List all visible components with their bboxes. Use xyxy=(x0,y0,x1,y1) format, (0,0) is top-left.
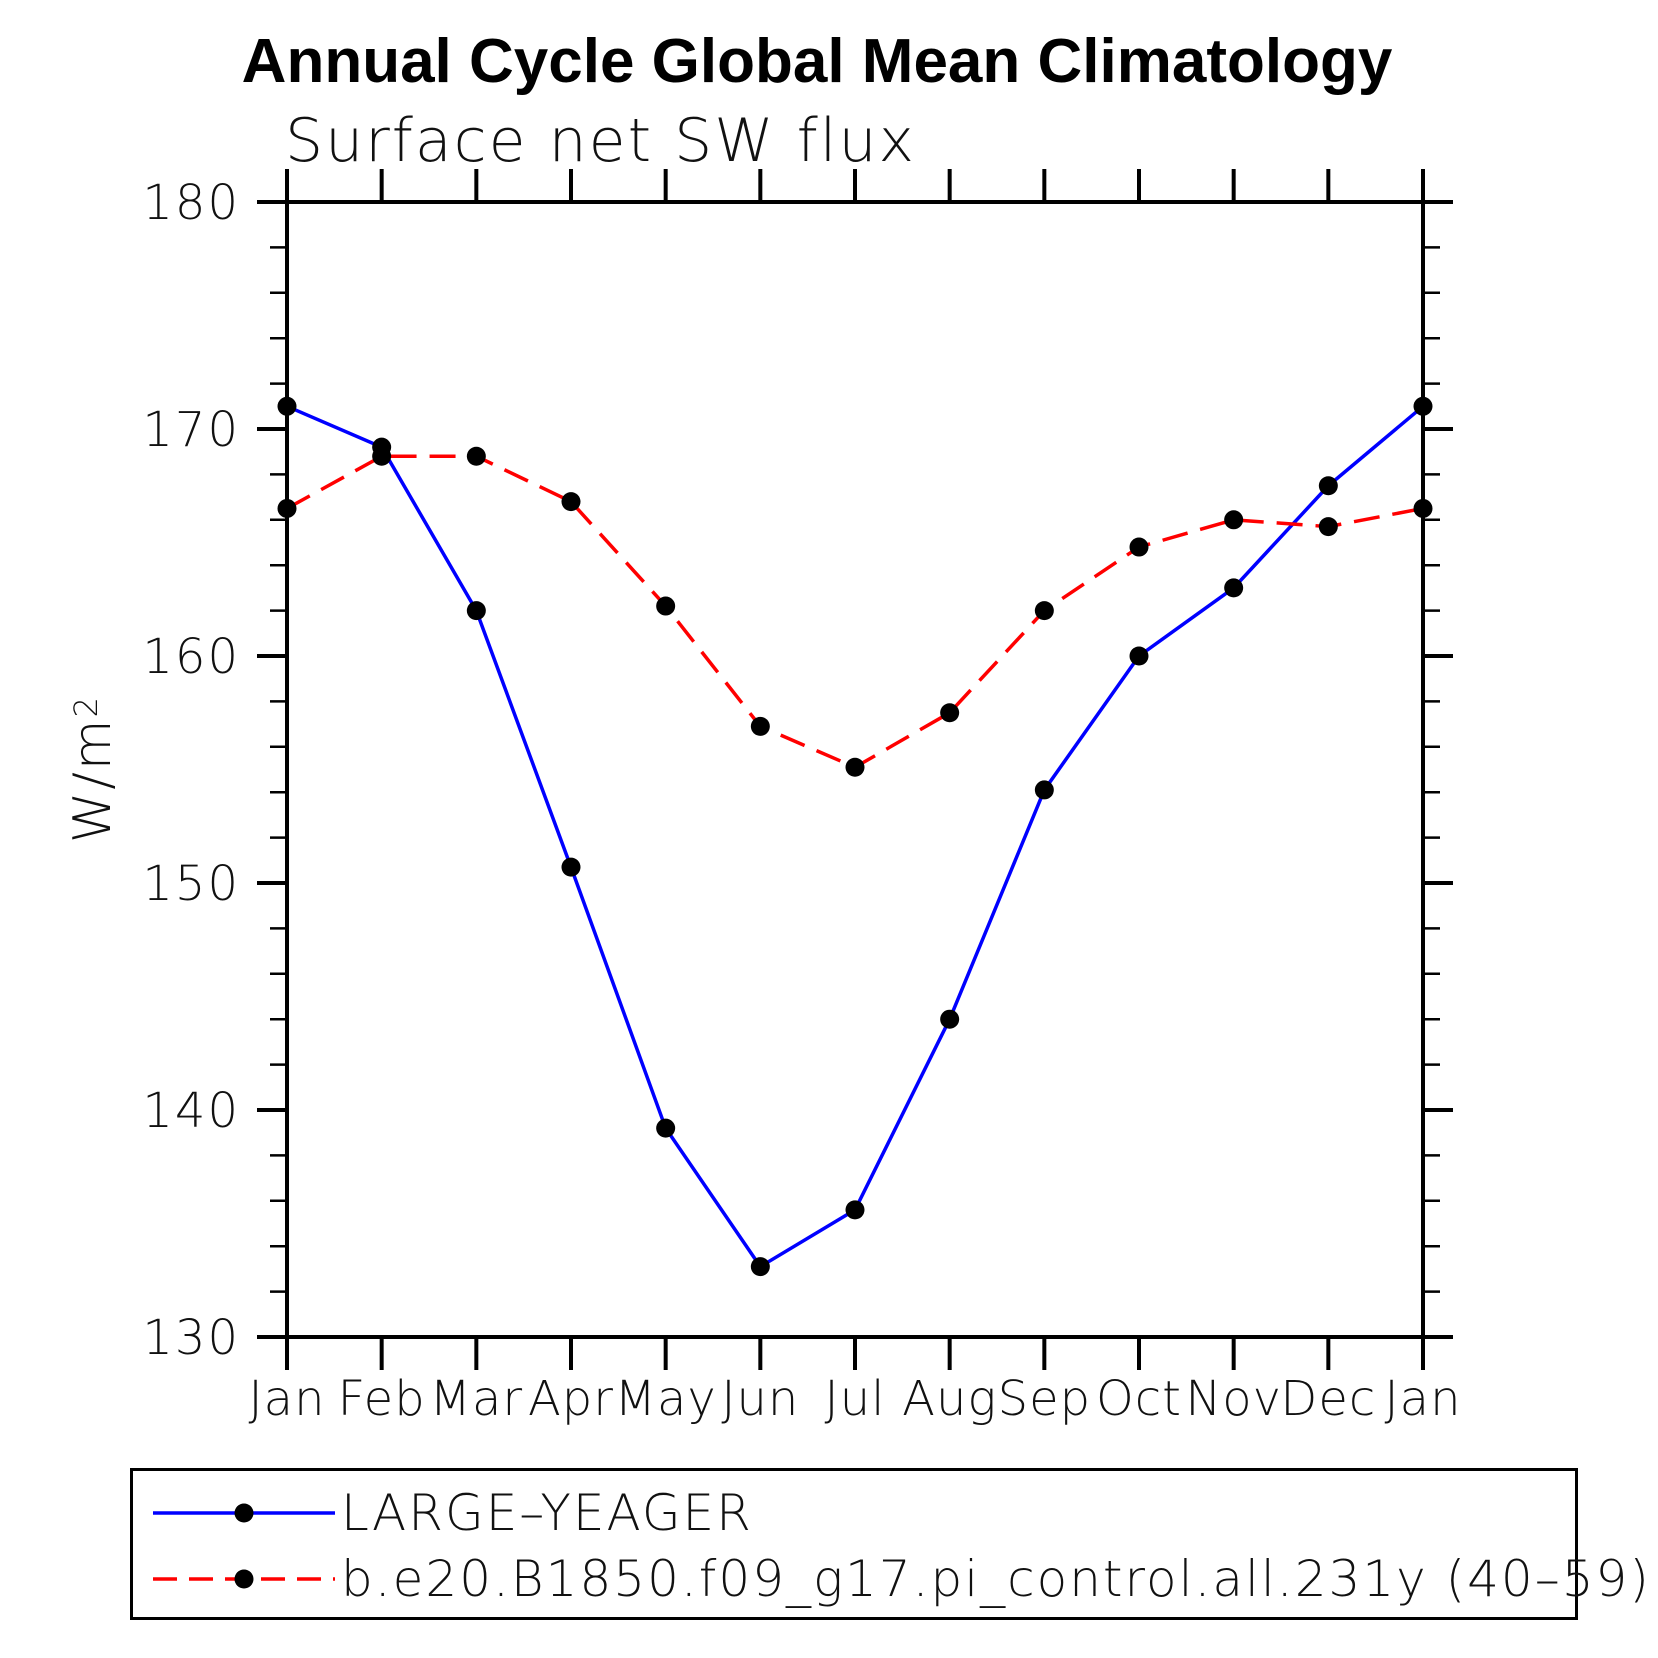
legend-sample-marker xyxy=(234,1569,254,1589)
data-point-marker xyxy=(1129,537,1149,557)
data-point-marker xyxy=(277,396,297,416)
y-tick-label: 130 xyxy=(142,1310,240,1366)
chart-title: Annual Cycle Global Mean Climatology xyxy=(241,27,1393,96)
x-tick-label: May xyxy=(615,1371,717,1427)
legend: LARGE–YEAGER b.e20.B1850.f09_g17.pi_cont… xyxy=(130,1468,1649,1620)
x-tick-label: Dec xyxy=(1280,1371,1376,1427)
legend-solid-line-sample xyxy=(153,1503,335,1523)
data-point-marker xyxy=(1034,780,1054,800)
data-point-marker xyxy=(656,596,676,616)
data-point-marker xyxy=(1318,476,1338,496)
data-point-marker xyxy=(845,1200,865,1220)
series-line-large-yeager xyxy=(286,404,1425,1269)
data-point-marker xyxy=(561,857,581,877)
data-point-marker xyxy=(277,498,297,518)
legend-item-pi-control: b.e20.B1850.f09_g17.pi_control.all.231y … xyxy=(151,1549,1651,1609)
data-point-marker xyxy=(940,703,960,723)
data-point-marker xyxy=(1129,646,1149,666)
legend-item-large-yeager: LARGE–YEAGER xyxy=(151,1483,753,1543)
y-tick-label: 170 xyxy=(142,402,240,458)
legend-label: LARGE–YEAGER xyxy=(341,1484,753,1542)
data-point-marker xyxy=(466,601,486,621)
data-point-marker xyxy=(940,1009,960,1029)
chart-subtitle: Surface net SW flux xyxy=(285,106,916,176)
data-point-marker xyxy=(1224,510,1244,530)
legend-sample-marker xyxy=(234,1503,254,1523)
x-tick-label: Jul xyxy=(825,1371,886,1427)
data-point-marker xyxy=(1413,396,1433,416)
data-point-marker xyxy=(561,492,581,512)
y-tick-label: 150 xyxy=(142,856,240,912)
x-tick-label: Aug xyxy=(902,1371,997,1427)
x-tick-label: Jan xyxy=(1385,1371,1462,1427)
x-tick-label: Apr xyxy=(528,1371,614,1427)
x-tick-label: Jun xyxy=(721,1371,799,1427)
x-tick-label: Nov xyxy=(1185,1371,1282,1427)
x-tick-label: Mar xyxy=(430,1371,524,1427)
legend-label: b.e20.B1850.f09_g17.pi_control.all.231y … xyxy=(341,1550,1651,1608)
data-point-marker xyxy=(1318,517,1338,537)
y-tick-label: 140 xyxy=(142,1083,240,1139)
data-point-marker xyxy=(1034,601,1054,621)
x-tick-label: Oct xyxy=(1096,1371,1182,1427)
x-tick-label: Sep xyxy=(998,1371,1091,1427)
data-point-marker xyxy=(750,716,770,736)
data-point-marker xyxy=(845,757,865,777)
data-point-marker xyxy=(1224,578,1244,598)
data-point-marker xyxy=(1413,498,1433,518)
x-tick-label: Feb xyxy=(338,1371,426,1427)
series-line-pi-control xyxy=(286,454,1424,769)
y-tick-label: 160 xyxy=(142,629,240,685)
x-tick-label: Jan xyxy=(249,1371,326,1427)
legend-dashed-line-sample xyxy=(153,1569,335,1589)
y-tick-label: 180 xyxy=(142,175,240,231)
data-point-marker xyxy=(750,1257,770,1277)
data-point-marker xyxy=(656,1118,676,1138)
data-point-marker xyxy=(372,446,392,466)
data-point-marker xyxy=(466,446,486,466)
